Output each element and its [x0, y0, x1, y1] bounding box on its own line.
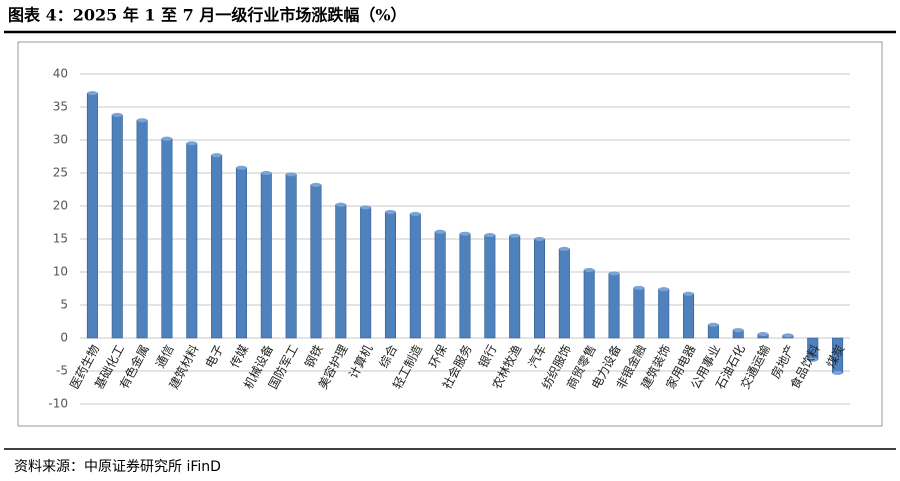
bar-cap — [608, 271, 620, 276]
bar-cap — [112, 112, 123, 117]
bar-cap — [459, 231, 471, 236]
bar-cap — [136, 118, 148, 123]
bar — [533, 238, 546, 339]
bar-cap — [434, 229, 446, 234]
bar — [509, 235, 521, 339]
bar-cap — [385, 209, 396, 214]
bar — [186, 143, 198, 339]
y-tick-label: 15 — [53, 232, 68, 246]
bar — [434, 231, 446, 339]
bar-cap — [683, 291, 694, 296]
bar — [459, 233, 471, 339]
y-tick-label: 10 — [53, 265, 68, 279]
bar-cap — [335, 202, 347, 207]
x-tick-label: 煤炭 — [824, 342, 848, 370]
bar — [608, 273, 620, 339]
bar-cap — [484, 233, 496, 238]
bar-cap — [782, 333, 794, 338]
y-tick-label: 30 — [53, 133, 68, 147]
plot-frame — [17, 41, 883, 427]
bar — [484, 234, 496, 339]
bar — [683, 293, 695, 339]
x-tick-label: 银行 — [476, 342, 500, 370]
y-tick-label: 20 — [53, 199, 68, 213]
plot: -10-50510152025303540医药生物基础化工有色金属 通信建筑材料电… — [48, 67, 850, 411]
bar-cap — [410, 211, 421, 216]
bar-cap — [559, 246, 570, 251]
source: 资料来源：中原证券研究所 iFinD — [14, 459, 221, 475]
bar — [310, 184, 322, 339]
bar-cap — [757, 332, 769, 337]
x-tick-label: 环保 — [426, 342, 450, 370]
bar-cap — [261, 171, 272, 175]
y-tick-label: -5 — [56, 364, 68, 378]
bar — [285, 174, 297, 339]
y-tick-label: 25 — [53, 166, 68, 180]
bar-cap — [633, 285, 645, 290]
bar — [260, 172, 272, 339]
x-tick-label: 钢铁 — [302, 342, 326, 370]
bar — [384, 211, 396, 339]
x-tick-label: 汽车 — [525, 342, 550, 370]
y-tick-label: 5 — [60, 298, 68, 312]
bar-cap — [87, 91, 98, 96]
bar — [111, 114, 123, 339]
chart-title: 图表 4：2025 年 1 至 7 月一级行业市场涨跌幅（%） — [8, 6, 407, 25]
x-tick-label: 通信 — [153, 342, 177, 370]
bar-cap — [236, 165, 247, 170]
bar — [136, 119, 148, 339]
bar-cap — [708, 322, 719, 327]
bar — [161, 138, 173, 339]
bar — [335, 204, 347, 339]
bar — [409, 213, 421, 339]
bar — [658, 288, 670, 339]
bar-cap — [658, 287, 669, 292]
x-tick-label: 综合 — [376, 342, 401, 370]
bar-cap — [161, 136, 173, 141]
y-tick-label: 0 — [60, 331, 68, 345]
bar — [633, 287, 645, 339]
bar-cap — [583, 268, 595, 273]
x-tick-label: 计算机 — [345, 342, 375, 381]
bar-cap — [733, 328, 744, 333]
bar-cap — [534, 237, 545, 241]
bar-cap — [832, 370, 843, 375]
bar-cap — [310, 182, 322, 187]
bar — [360, 207, 372, 339]
bar — [558, 248, 570, 339]
bar — [235, 167, 247, 339]
y-tick-label: -10 — [48, 397, 68, 411]
y-tick-label: 35 — [53, 100, 68, 114]
bar — [211, 154, 223, 339]
bar — [86, 92, 98, 339]
bar-cap — [509, 233, 520, 238]
x-tick-label: 电子 — [203, 342, 227, 370]
bar-cap — [211, 153, 222, 158]
bar-cap — [186, 141, 197, 146]
bar — [583, 269, 595, 339]
bar-cap — [807, 357, 818, 362]
bar-cap — [360, 205, 371, 210]
bar-cap — [285, 172, 297, 177]
x-tick-label: 传媒 — [227, 342, 252, 370]
y-tick-label: 40 — [53, 67, 68, 81]
